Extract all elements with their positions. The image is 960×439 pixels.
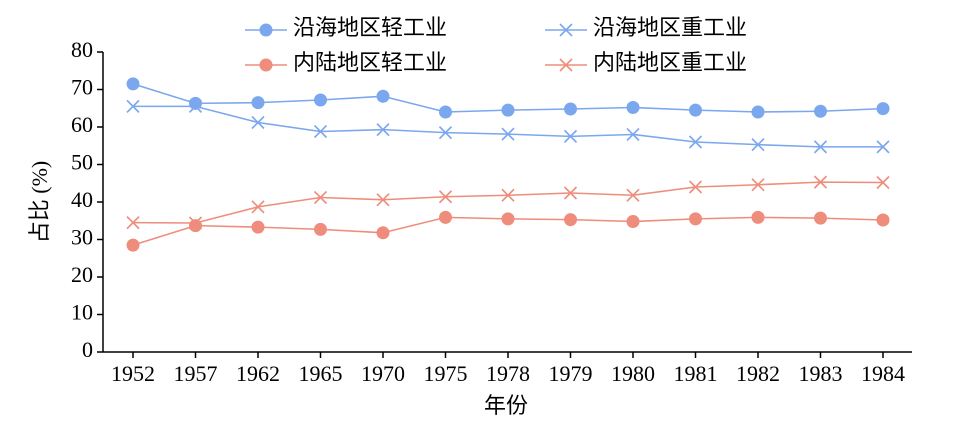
legend-label: 内陆地区重工业 [593,50,747,75]
y-tick-label: 70 [71,75,93,100]
x-axis-label: 年份 [484,393,528,418]
point [314,222,327,236]
x-tick-label: 1975 [424,361,468,386]
x-tick-label: 1952 [111,361,155,386]
point [126,77,140,91]
x-tick-label: 1982 [736,361,780,386]
point [563,186,578,200]
point [251,115,265,130]
point [563,129,578,143]
point [251,220,265,234]
y-tick-label: 0 [82,337,93,362]
point [813,175,828,189]
point [376,226,390,240]
point [626,127,640,142]
y-tick-label: 30 [71,225,93,250]
x-tick-label: 1965 [299,361,343,386]
point [314,93,327,107]
point [439,105,452,119]
point [688,135,703,149]
point [564,213,577,227]
point [751,105,765,119]
point [313,190,328,205]
point [876,140,890,154]
legend-label: 沿海地区轻工业 [293,15,447,40]
point [376,123,390,137]
point [626,188,640,202]
point [188,216,203,230]
point [688,180,703,194]
point [126,216,140,230]
point [689,103,702,117]
point [564,102,577,116]
point [751,138,765,152]
point [501,103,515,117]
point [876,102,890,116]
x-tick-label: 1978 [486,361,530,386]
x-tick-label: 1970 [361,361,405,386]
point [626,215,640,228]
point [559,58,573,72]
y-tick-label: 50 [71,150,93,175]
point [876,175,890,190]
x-tick-label: 1981 [674,361,718,386]
x-tick-label: 1962 [236,361,280,386]
point [876,213,890,227]
point [501,188,515,202]
y-tick-label: 20 [71,262,93,287]
x-tick-label: 1983 [799,361,843,386]
point [251,200,265,214]
point [259,58,273,72]
point [751,178,765,192]
point [813,140,828,154]
y-axis-label: 占比 (%) [27,161,52,243]
point [501,212,515,226]
y-tick-label: 80 [71,37,93,62]
point [501,127,515,141]
y-tick-label: 40 [71,187,93,212]
point [313,124,328,139]
point [259,23,273,37]
point [126,99,140,113]
point [438,190,453,204]
point [689,212,702,226]
legend-label: 沿海地区重工业 [593,15,747,40]
point [439,210,452,224]
x-tick-label: 1980 [611,361,655,386]
point [814,211,827,225]
point [626,101,640,114]
point [814,104,827,118]
point [376,193,390,207]
point [751,210,765,224]
x-tick-label: 1957 [174,361,218,386]
legend-label: 内陆地区轻工业 [293,50,447,75]
point [376,89,390,103]
point [126,238,140,252]
x-tick-label: 1979 [549,361,593,386]
point [188,99,203,113]
point [559,23,573,37]
point [251,96,265,110]
y-tick-label: 60 [71,112,93,137]
y-tick-label: 10 [71,300,93,325]
point [438,126,453,140]
x-tick-label: 1984 [861,361,905,386]
